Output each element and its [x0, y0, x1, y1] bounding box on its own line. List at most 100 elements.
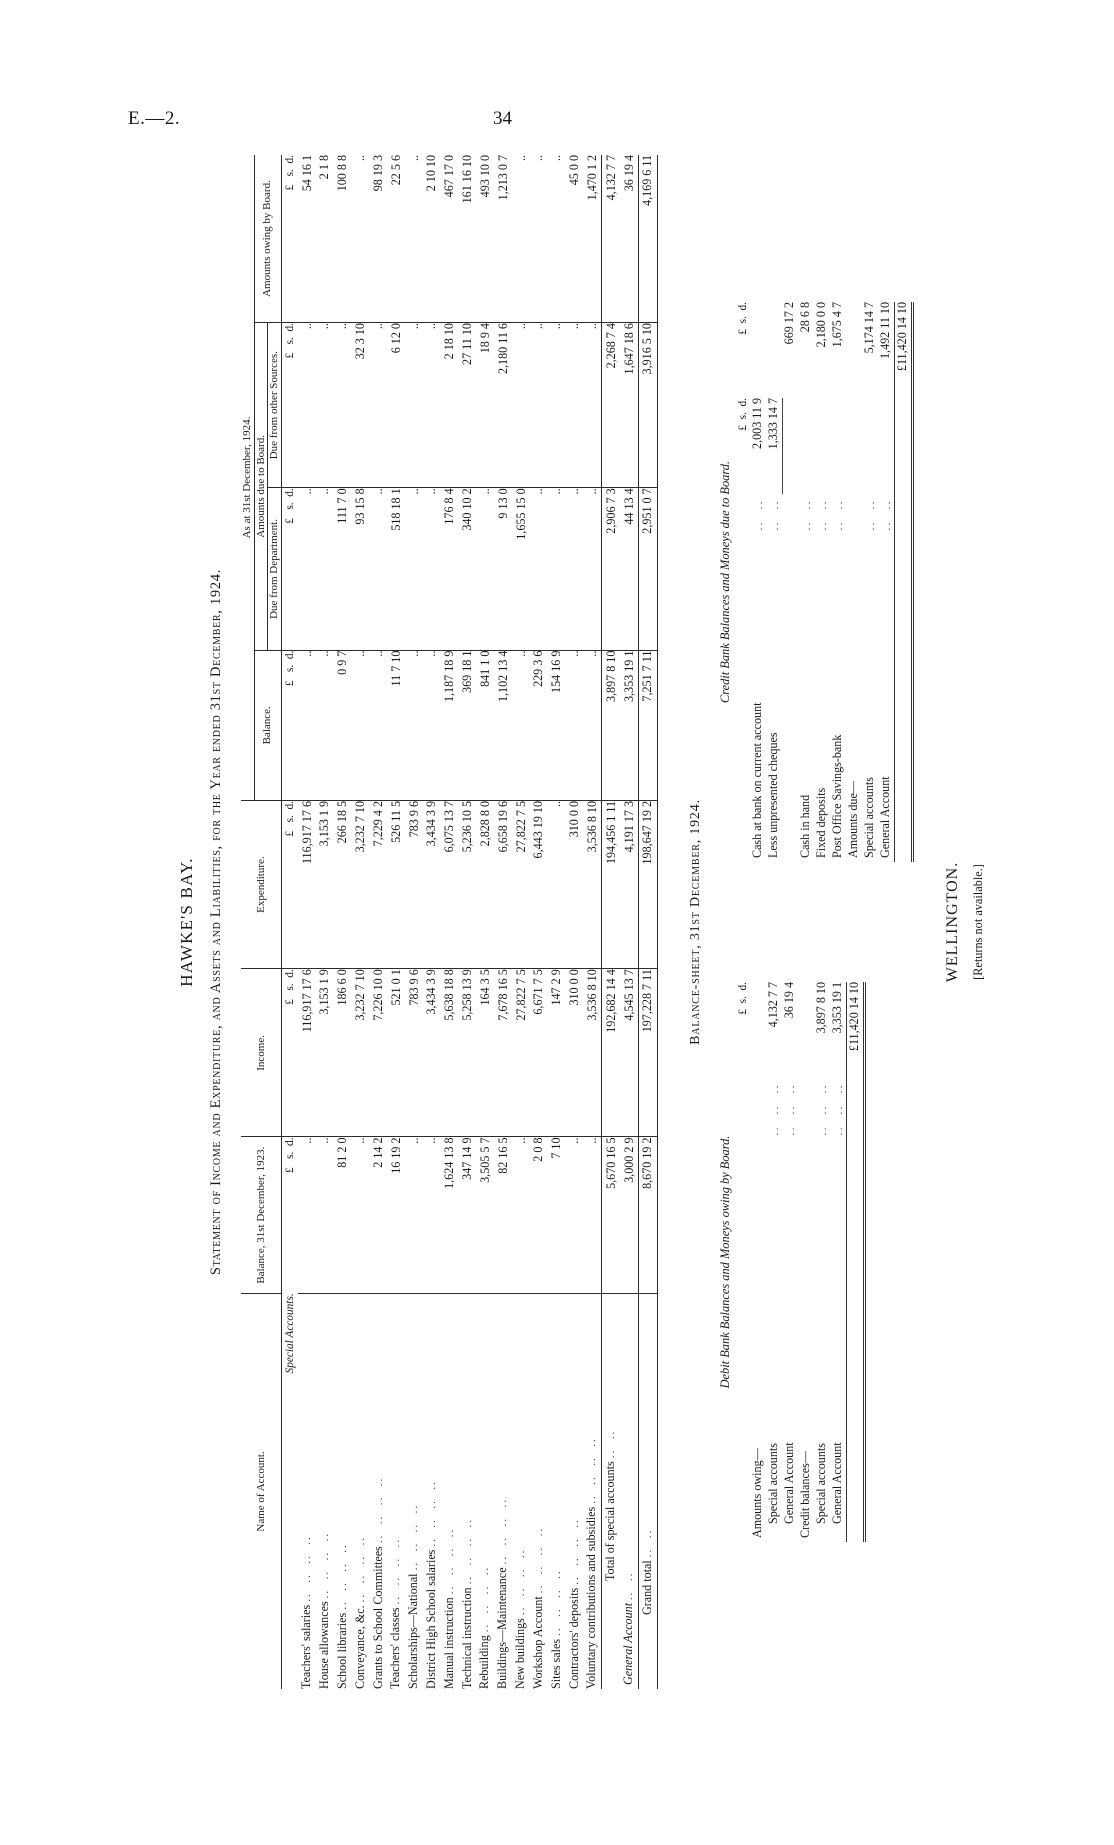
- cell-due-department: ..: [547, 487, 566, 651]
- cell-balance: 154 16 9: [547, 650, 566, 801]
- credit-units-2: £ s. d.: [736, 302, 749, 335]
- leader-dots: .. .. .. ..: [568, 1518, 581, 1585]
- cell-balance-1923: ..: [422, 1137, 441, 1294]
- bs-row-value-2: 28 6 8: [798, 302, 813, 333]
- leader-dots: .. ..: [881, 499, 894, 531]
- cell-expenditure: 3,232 7 10: [351, 800, 370, 969]
- bs-row-label: Amounts owing—: [749, 1448, 764, 1538]
- row-account-name: Scholarships—National .. .. .. ..: [405, 1293, 423, 1689]
- cell-expenditure: 116,917 17 6: [298, 800, 317, 969]
- cell-income: 3,232 7 10: [351, 968, 370, 1137]
- table-row: New buildings .. .. .. .... 27,822 7 5 27,…: [512, 155, 530, 1689]
- table-row: Voluntary contributions and subsidies ..…: [583, 155, 602, 1689]
- debit-table: £ s. d. Amounts owing— Special accounts..…: [737, 982, 866, 1542]
- total-row: General Account .. .. 3,000 2 9 4,545 13 7…: [620, 155, 639, 1689]
- bs-row-value-2: 1,492 11 10: [878, 302, 893, 359]
- leader-dots: .. .. .. ..: [586, 1437, 599, 1504]
- leader-dots: .. ..: [605, 1429, 618, 1459]
- bs-row-value-1: 2,003 11 9: [749, 398, 764, 449]
- debit-total-row: £11,420 14 10: [846, 982, 865, 1542]
- bs-row-value-2: 5,174 14 7: [862, 302, 877, 354]
- cell-balance: ..: [422, 650, 441, 801]
- credit-total-row: £11,420 14 10: [894, 302, 913, 862]
- total-due-other: 1,647 18 6: [620, 322, 639, 488]
- cell-balance-1923: 3,505 5 7: [476, 1137, 495, 1294]
- total-balance-1923: 8,670 19 2: [638, 1137, 658, 1294]
- total-due-other: 3,916 5 10: [638, 322, 658, 488]
- leader-dots: .. ..: [769, 499, 782, 531]
- cell-balance-1923: ..: [405, 1137, 423, 1294]
- cell-due-other: ..: [565, 322, 584, 488]
- cell-expenditure: 783 9 6: [405, 800, 423, 969]
- balance-sheet-row: Fixed deposits .. .. 2,180 0 0: [814, 302, 830, 862]
- leader-dots: .. .. .. ..: [408, 1503, 421, 1571]
- cell-expenditure: ..: [547, 800, 566, 969]
- leader-dots: [798, 1078, 814, 1248]
- table-row: Grants to School Committees .. .. .. .. 2…: [369, 155, 388, 1689]
- leader-dots: .. ..: [833, 499, 846, 531]
- leader-dots: .. ..: [752, 499, 765, 531]
- cell-balance: 1,102 13 4: [494, 650, 513, 801]
- total-due-department: 2,906 7 3: [601, 487, 621, 651]
- debit-units-dots: [737, 1078, 750, 1248]
- cell-balance-1923: 16 19 2: [387, 1137, 406, 1294]
- cell-amount-owing: ..: [406, 155, 421, 162]
- leader-dots: .. ..: [641, 1528, 654, 1558]
- bs-row-value-1: [798, 398, 814, 494]
- cell-balance: ..: [512, 650, 530, 801]
- table-row: Scholarships—National .. .. .. .... 783 9…: [405, 155, 423, 1689]
- table-foot: Total of special accounts .. .. 5,670 16 …: [601, 155, 658, 1689]
- bs-row-value: 4,132 7 7: [765, 982, 780, 1028]
- cell-expenditure: 6,443 19 10: [529, 800, 548, 969]
- bs-row-value-1: [782, 398, 799, 494]
- cell-amount-owing: 45 0 0: [567, 155, 582, 186]
- bs-row-value-1: [862, 398, 878, 494]
- credit-heading: Credit Bank Balances and Moneys due to B…: [717, 460, 732, 704]
- cell-due-other: 2 18 10: [440, 322, 459, 488]
- cell-due-other: ..: [512, 322, 530, 488]
- debit-total-spacer: [846, 1248, 864, 1542]
- bs-row-value: [798, 982, 814, 1078]
- cell-income: 3,536 8 10: [583, 968, 602, 1137]
- table-row: Sites sales .. .. .. .. 7 10 147 2 9.. 154 …: [547, 155, 566, 1689]
- bs-row-label: Special accounts: [765, 1443, 780, 1524]
- credit-units-spacer: [737, 563, 750, 862]
- bs-row-label: Special accounts: [813, 1443, 828, 1524]
- balance-sheet-row: Credit balances—: [798, 982, 814, 1542]
- credit-rows: Cash at bank on current account .. .. 2,00…: [750, 302, 895, 862]
- balance-sheet-credit-side: Credit Bank Balances and Moneys due to B…: [718, 302, 915, 862]
- leader-dots: .. .. .. ..: [443, 1527, 456, 1595]
- cell-due-other: ..: [316, 322, 334, 488]
- credit-total-spacer2: [895, 398, 913, 494]
- leader-dots: [846, 494, 862, 563]
- total-row: Grand total .. .. 8,670 19 2 197,228 7 11 1…: [638, 155, 658, 1689]
- cell-expenditure: 27,822 7 5: [512, 800, 530, 969]
- balance-sheet-row: Special accounts .. .. 5,174 14 7: [862, 302, 878, 862]
- cell-balance: ..: [565, 650, 584, 801]
- bs-row-value-2: 669 17 2: [782, 302, 797, 345]
- cell-income: 164 3 5: [476, 968, 495, 1137]
- row-account-name: Contractors' deposits .. .. .. ..: [565, 1293, 584, 1689]
- cell-due-department: ..: [583, 487, 602, 651]
- bs-row-label: [782, 563, 798, 862]
- balance-sheet-row: Cash in hand .. .. 28 6 8: [798, 302, 814, 862]
- balance-sheet-row: Amounts due—: [846, 302, 862, 862]
- cell-due-other: 6 12 0: [387, 322, 406, 488]
- debit-total-dots: [846, 1078, 864, 1248]
- board-title: HAWKE'S BAY.: [177, 857, 196, 987]
- row-account-name: Workshop Account .. .. .. ..: [529, 1293, 548, 1689]
- bs-row-value-2: [766, 302, 783, 398]
- statement-title: Statement of Income and Expenditure, and…: [208, 568, 224, 1276]
- cell-balance: ..: [405, 650, 423, 801]
- total-income: 192,682 14 4: [601, 968, 621, 1137]
- leader-dots: .. .. ..: [768, 1083, 781, 1136]
- total-amount-owing: 4,132 7 7: [601, 155, 621, 323]
- cell-amount-owing: ..: [531, 155, 546, 162]
- th-balance: Balance.: [254, 650, 282, 801]
- financial-table: Name of Account. Balance, 31st December,…: [241, 155, 658, 1689]
- debit-units-row: £ s. d.: [737, 982, 750, 1542]
- balance-sheet-row: General Account .. .. 1,492 11 10: [878, 302, 895, 862]
- cell-due-other: ..: [529, 322, 548, 488]
- table-row: Conveyance, &c. .. .. .. .... 3,232 7 10 3…: [351, 155, 370, 1689]
- cell-due-department: 9 13 0: [494, 487, 513, 651]
